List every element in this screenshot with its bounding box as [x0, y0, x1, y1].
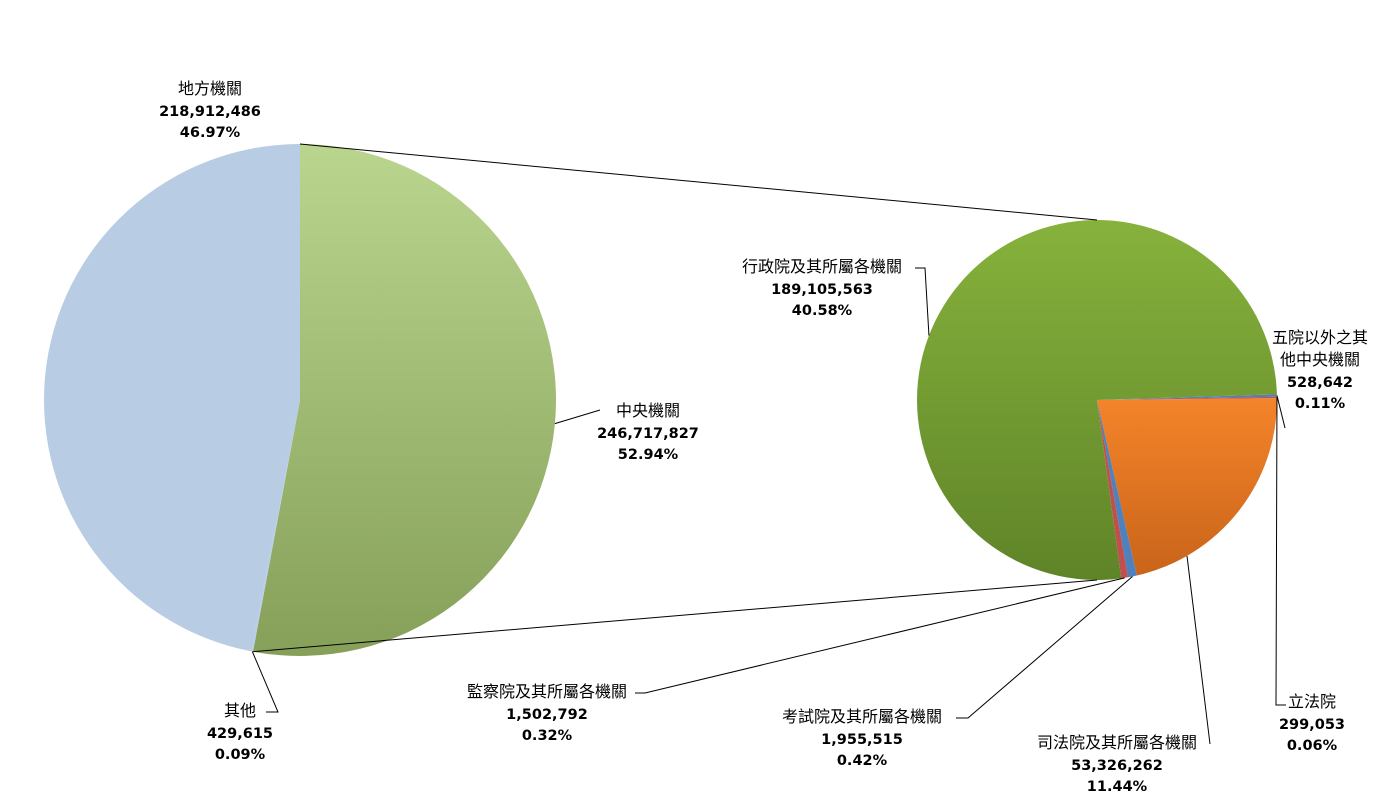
- label-control-name-0: 監察院及其所屬各機關: [467, 682, 627, 701]
- secondary-slice-2: [1097, 398, 1277, 576]
- label-exam-num-0: 1,955,515: [821, 732, 903, 748]
- label-others-central-num-1: 0.11%: [1295, 396, 1346, 412]
- label-local-num-1: 46.97%: [180, 125, 241, 141]
- label-others-central-num-0: 528,642: [1287, 375, 1353, 391]
- label-local-num-0: 218,912,486: [159, 104, 261, 120]
- label-exam-num-1: 0.42%: [837, 753, 888, 769]
- leader-exec: [915, 267, 930, 336]
- label-legislative-name-0: 立法院: [1288, 692, 1336, 711]
- primary-slice-0: [253, 144, 557, 656]
- label-other: 其他 429,615 0.09%: [207, 701, 273, 763]
- secondary-slice-5: [916, 220, 1277, 581]
- label-other-name-0: 其他: [224, 701, 256, 720]
- label-judicial-num-1: 11.44%: [1087, 779, 1148, 795]
- leader-control: [635, 577, 1125, 694]
- label-other-num-1: 0.09%: [215, 747, 266, 763]
- label-exec-num-1: 40.58%: [792, 303, 853, 319]
- leader-other: [251, 651, 279, 713]
- label-legislative-num-0: 299,053: [1279, 717, 1345, 733]
- label-exam: 考試院及其所屬各機關 1,955,515 0.42%: [782, 707, 942, 769]
- label-exec-num-0: 189,105,563: [771, 282, 873, 298]
- label-exec: 行政院及其所屬各機關 189,105,563 40.58%: [742, 257, 902, 319]
- leader-judicial: [1186, 555, 1211, 745]
- label-local: 地方機關 218,912,486 46.97%: [159, 79, 261, 141]
- connector-top: [299, 143, 1098, 221]
- secondary-slice-3: [1097, 400, 1137, 578]
- leader-legislative: [1275, 397, 1286, 706]
- label-judicial-num-0: 53,326,262: [1071, 758, 1163, 774]
- label-legislative-num-1: 0.06%: [1287, 738, 1338, 754]
- label-central-num-1: 52.94%: [618, 447, 679, 463]
- primary-slice-1: [251, 400, 300, 652]
- label-control-num-0: 1,502,792: [506, 707, 588, 723]
- connector-bottom: [252, 579, 1098, 653]
- label-central-name-0: 中央機關: [616, 401, 680, 420]
- secondary-slice-1: [1097, 396, 1277, 400]
- label-exam-name-0: 考試院及其所屬各機關: [782, 707, 942, 726]
- label-exec-name-0: 行政院及其所屬各機關: [742, 257, 902, 276]
- label-control: 監察院及其所屬各機關 1,502,792 0.32%: [467, 682, 627, 744]
- label-judicial-name-0: 司法院及其所屬各機關: [1037, 733, 1197, 752]
- label-legislative: 立法院 299,053 0.06%: [1279, 692, 1345, 754]
- label-central-num-0: 246,717,827: [597, 426, 699, 442]
- label-others-central-name-0: 五院以外之其: [1272, 328, 1368, 347]
- label-other-num-0: 429,615: [207, 726, 273, 742]
- label-central: 中央機關 246,717,827 52.94%: [597, 401, 699, 463]
- leader-central: [554, 409, 601, 425]
- label-others-central-name-1: 他中央機關: [1280, 350, 1360, 369]
- label-judicial: 司法院及其所屬各機關 53,326,262 11.44%: [1037, 733, 1197, 795]
- label-control-num-1: 0.32%: [522, 728, 573, 744]
- secondary-slice-0: [1097, 394, 1277, 400]
- leader-exam: [956, 576, 1133, 719]
- secondary-slice-4: [1097, 400, 1129, 579]
- primary-slice-2: [43, 144, 301, 652]
- label-local-name-0: 地方機關: [178, 79, 242, 98]
- leader-others-central: [1276, 395, 1286, 429]
